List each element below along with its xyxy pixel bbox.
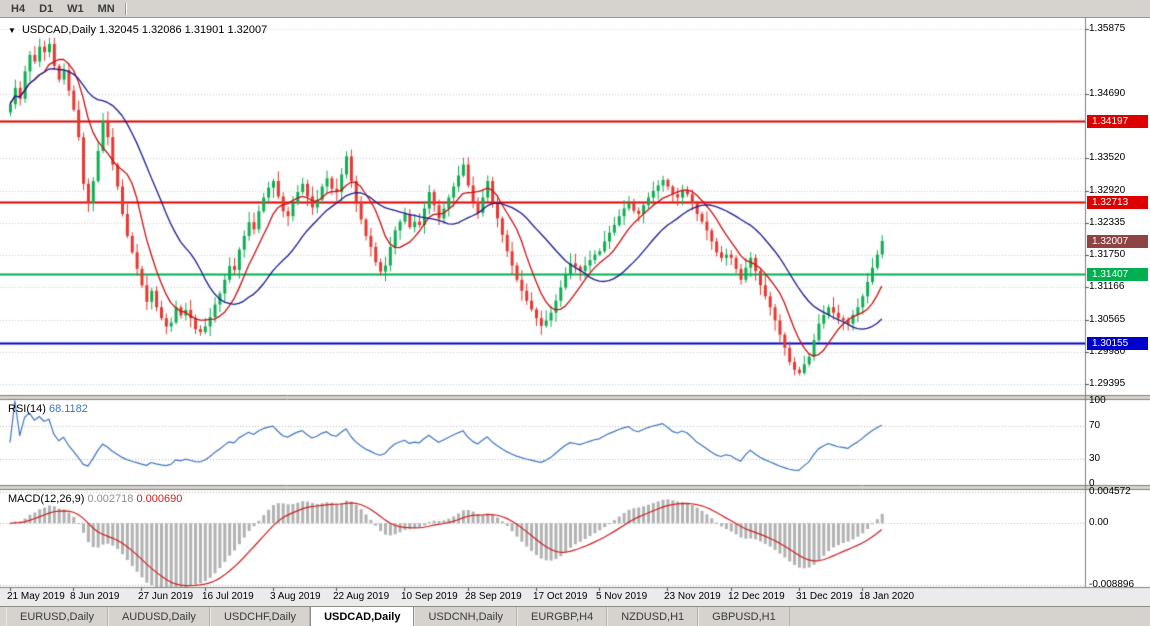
date-axis-label: 5 Nov 2019	[596, 591, 648, 602]
chart-tab-usdcad[interactable]: USDCAD,Daily	[310, 607, 415, 626]
macd-indicator-header: MACD(12,26,9) 0.002718 0.000690	[8, 493, 182, 505]
date-axis-label: 27 Jun 2019	[138, 591, 194, 602]
date-axis-label: 12 Dec 2019	[728, 591, 785, 602]
price-scale-label: 1.31166	[1089, 281, 1125, 292]
chart-tab-eurgbp[interactable]: EURGBP,H4	[517, 607, 608, 626]
rsi-scale-label: 70	[1089, 420, 1101, 431]
date-axis-label: 16 Jul 2019	[202, 591, 254, 602]
current-price-label: 1.32007	[1087, 235, 1148, 248]
timeframe-button-mn[interactable]: MN	[97, 2, 115, 15]
rsi-scale-label: 30	[1089, 453, 1101, 464]
date-axis-label: 8 Jun 2019	[70, 591, 120, 602]
rsi-label: RSI(14)	[8, 403, 46, 415]
chart-ohlc-values: 1.32045 1.32086 1.31901 1.32007	[99, 24, 268, 36]
date-axis-label: 3 Aug 2019	[270, 591, 321, 602]
price-scale[interactable]: 1.35875 1.34690 1.33520 1.32920 1.32335 1.317…	[1086, 18, 1150, 590]
chart-tab-eurusd[interactable]: EURUSD,Daily	[6, 607, 108, 626]
toolbar-separator	[124, 2, 126, 15]
price-scale-label: 1.34690	[1089, 88, 1126, 99]
macd-scale-label: -0.008896	[1089, 579, 1135, 590]
macd-main-value: 0.002718	[87, 493, 134, 505]
chart-title: ▼ USDCAD,Daily 1.32045 1.32086 1.31901 1…	[8, 24, 267, 36]
chart-canvas[interactable]	[0, 18, 1150, 606]
chart-tabs-bar: EURUSD,Daily AUDUSD,Daily USDCHF,Daily USDC…	[0, 606, 1150, 626]
macd-label: MACD(12,26,9)	[8, 493, 85, 505]
level-price-label: 1.31407	[1087, 268, 1148, 281]
rsi-scale-label: 100	[1089, 395, 1106, 406]
macd-scale-label: 0.004572	[1089, 486, 1131, 497]
date-axis-label: 21 May 2019	[7, 591, 65, 602]
chart-symbol-label: USDCAD,Daily	[21, 24, 96, 36]
level-price-label: 1.30155	[1087, 337, 1148, 350]
price-scale-label: 1.32920	[1089, 185, 1126, 196]
timeframe-button-h4[interactable]: H4	[11, 2, 26, 15]
date-axis-label: 10 Sep 2019	[401, 591, 458, 602]
collapse-triangle-icon[interactable]: ▼	[8, 26, 16, 35]
price-scale-label: 1.29980	[1089, 346, 1126, 357]
chart-tab-usdcnh[interactable]: USDCNH,Daily	[414, 607, 518, 626]
rsi-value: 68.1182	[48, 403, 88, 415]
rsi-scale-label: 0	[1089, 478, 1095, 489]
date-axis-label: 28 Sep 2019	[465, 591, 522, 602]
date-axis-label: 23 Nov 2019	[664, 591, 721, 602]
chart-tab-usdchf[interactable]: USDCHF,Daily	[209, 607, 311, 626]
chart-tab-audusd[interactable]: AUDUSD,Daily	[107, 607, 210, 626]
price-scale-label: 1.33520	[1089, 152, 1126, 163]
level-price-label: 1.34197	[1087, 115, 1148, 128]
price-scale-label: 1.29395	[1089, 378, 1126, 389]
price-scale-label: 1.30565	[1089, 314, 1126, 325]
level-price-label: 1.32713	[1087, 196, 1148, 209]
macd-signal-value: 0.000690	[136, 493, 183, 505]
price-scale-label: 1.35875	[1089, 23, 1126, 34]
price-scale-label: 1.31750	[1089, 249, 1126, 260]
chart-workspace: ▼ USDCAD,Daily 1.32045 1.32086 1.31901 1…	[0, 18, 1150, 606]
date-axis-label: 18 Jan 2020	[859, 591, 915, 602]
timeframe-button-d1[interactable]: D1	[39, 2, 54, 15]
chart-tab-gbpusd[interactable]: GBPUSD,H1	[698, 607, 790, 626]
date-axis-label: 22 Aug 2019	[333, 591, 390, 602]
rsi-indicator-header: RSI(14) 68.1182	[8, 403, 88, 415]
chart-tab-nzdusd[interactable]: NZDUSD,H1	[607, 607, 699, 626]
macd-scale-label: 0.00	[1089, 517, 1109, 528]
timeframe-toolbar: H4 D1 W1 MN	[0, 0, 1150, 18]
time-axis[interactable]: 21 May 2019 8 Jun 2019 27 Jun 2019 16 Jul 2…	[0, 588, 1085, 606]
date-axis-label: 31 Dec 2019	[796, 591, 853, 602]
date-axis-label: 17 Oct 2019	[533, 591, 588, 602]
price-scale-label: 1.32335	[1089, 217, 1126, 228]
timeframe-button-w1[interactable]: W1	[67, 2, 84, 15]
